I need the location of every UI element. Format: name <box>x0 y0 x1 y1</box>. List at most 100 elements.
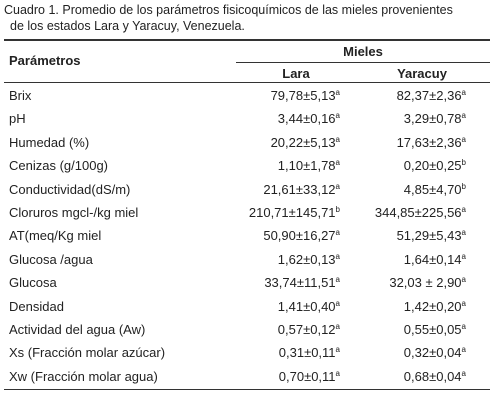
superscript: a <box>461 298 466 308</box>
value: 0,70±0,11 <box>278 368 336 384</box>
value-cell: 0,70±0,11a <box>232 369 340 384</box>
parameter-cell: Humedad (%) <box>9 134 90 150</box>
value-cell: 21,61±33,12a <box>232 182 340 197</box>
value-cell: 1,64±0,14a <box>358 252 466 267</box>
superscript: a <box>461 205 466 214</box>
parameter-cell: Actividad del agua (Aw) <box>9 322 146 337</box>
value-cell: 82,37±2,36a <box>358 88 466 103</box>
value: 0,57±0,12 <box>277 322 336 337</box>
superscript: a <box>335 134 340 144</box>
value: 0,31±0,11 <box>278 345 336 361</box>
superscript: a <box>461 251 466 261</box>
value-cell: 50,90±16,27a <box>232 228 340 243</box>
parameter-cell: Cloruros mgcl-/kg miel <box>9 205 139 220</box>
value: 20,22±5,13 <box>270 134 336 150</box>
superscript: b <box>335 205 340 214</box>
value-cell: 1,41±0,40a <box>232 299 340 314</box>
superscript: a <box>335 275 340 285</box>
superscript: a <box>335 228 340 238</box>
superscript: a <box>461 368 466 378</box>
value-cell: 79,78±5,13a <box>232 88 340 103</box>
value: 0,55±0,05 <box>403 322 462 337</box>
value: 21,61±33,12 <box>263 181 336 197</box>
superscript: a <box>461 322 466 331</box>
value: 17,63±2,36 <box>396 134 462 150</box>
superscript: a <box>335 158 340 168</box>
parameter-cell: Brix <box>9 88 32 103</box>
value-cell: 4,85±4,70b <box>358 182 466 197</box>
value-cell: 0,31±0,11a <box>232 345 340 360</box>
value-cell: 0,32±0,04a <box>358 345 466 360</box>
value-cell: 0,20±0,25b <box>358 158 466 173</box>
superscript: a <box>335 181 340 191</box>
value: 0,68±0,04 <box>403 368 462 384</box>
value: 3,29±0,78 <box>403 111 462 127</box>
superscript: a <box>335 368 340 378</box>
parameter-cell: AT(meq/Kg miel <box>9 228 102 244</box>
parameter-cell: Xs (Fracción molar azúcar) <box>9 345 166 361</box>
value: 1,10±1,78 <box>277 158 336 174</box>
superscript: a <box>335 111 340 121</box>
value-cell: 0,68±0,04a <box>358 369 466 384</box>
value: 82,37±2,36 <box>396 88 462 103</box>
value-cell: 0,55±0,05a <box>358 322 466 337</box>
value-cell: 344,85±225,56a <box>358 205 466 220</box>
superscript: a <box>461 111 466 121</box>
superscript: a <box>335 322 340 331</box>
parameter-cell: Cenizas (g/100g) <box>9 158 108 174</box>
value: 32,03 ± 2,90 <box>389 275 462 291</box>
value-cell: 3,29±0,78a <box>358 111 466 126</box>
parameter-cell: Conductividad(dS/m) <box>9 181 131 197</box>
value: 79,78±5,13 <box>270 88 336 103</box>
column-header: Lara <box>282 66 310 81</box>
value: 51,29±5,43 <box>396 228 462 244</box>
value-cell: 3,44±0,16a <box>232 111 340 126</box>
value-cell: 20,22±5,13a <box>232 135 340 150</box>
parameter-cell: Glucosa <box>9 275 57 291</box>
rule <box>236 62 490 63</box>
value-cell: 1,10±1,78a <box>232 158 340 173</box>
caption-line: Cuadro 1. Promedio de los parámetros fis… <box>4 3 453 17</box>
column-header: Parámetros <box>9 53 81 68</box>
superscript: b <box>461 158 466 168</box>
superscript: a <box>461 345 466 355</box>
value-cell: 1,62±0,13a <box>232 252 340 267</box>
value: 1,62±0,13 <box>277 251 336 267</box>
caption-line: de los estados Lara y Yaracuy, Venezuela… <box>10 19 245 33</box>
value: 210,71±145,71 <box>248 205 336 220</box>
superscript: a <box>461 88 466 97</box>
value-cell: 210,71±145,71b <box>232 205 340 220</box>
column-header: Yaracuy <box>397 66 447 81</box>
value: 1,42±0,20 <box>403 298 462 314</box>
rule <box>4 82 490 83</box>
value: 3,44±0,16 <box>277 111 336 127</box>
superscript: a <box>335 345 340 355</box>
value-cell: 51,29±5,43a <box>358 228 466 243</box>
value: 1,64±0,14 <box>403 251 462 267</box>
superscript: a <box>461 134 466 144</box>
parameter-cell: Densidad <box>9 298 64 314</box>
value: 0,20±0,25 <box>403 158 462 174</box>
parameter-cell: pH <box>9 111 26 127</box>
value: 1,41±0,40 <box>277 298 336 314</box>
superscript: a <box>461 275 466 285</box>
parameter-cell: Xw (Fracción molar agua) <box>9 368 158 384</box>
value-cell: 33,74±11,51a <box>232 275 340 290</box>
superscript: a <box>335 298 340 308</box>
superscript: b <box>461 181 466 191</box>
value: 33,74±11,51 <box>264 275 336 291</box>
value: 344,85±225,56 <box>374 205 462 220</box>
value: 50,90±16,27 <box>263 228 336 244</box>
superscript: a <box>461 228 466 238</box>
value: 4,85±4,70 <box>403 181 462 197</box>
group-header: Mieles <box>343 44 383 59</box>
superscript: a <box>335 88 340 97</box>
value-cell: 0,57±0,12a <box>232 322 340 337</box>
value-cell: 1,42±0,20a <box>358 299 466 314</box>
value-cell: 17,63±2,36a <box>358 135 466 150</box>
rule <box>4 39 490 41</box>
rule <box>4 389 490 390</box>
value-cell: 32,03 ± 2,90a <box>358 275 466 290</box>
superscript: a <box>335 251 340 261</box>
